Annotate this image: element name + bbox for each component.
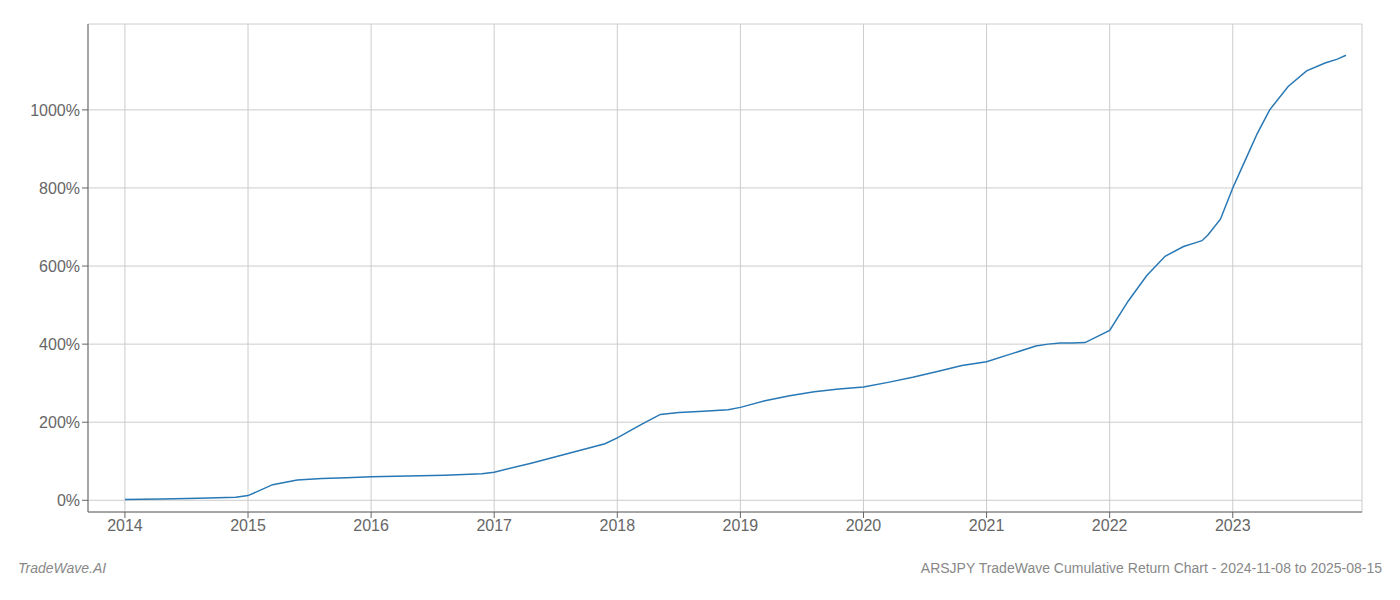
svg-text:600%: 600% (39, 258, 80, 275)
svg-text:2016: 2016 (353, 517, 389, 534)
svg-text:2022: 2022 (1092, 517, 1128, 534)
svg-text:2018: 2018 (599, 517, 635, 534)
svg-text:2021: 2021 (969, 517, 1005, 534)
svg-text:2017: 2017 (476, 517, 512, 534)
svg-text:0%: 0% (57, 492, 80, 509)
svg-text:2020: 2020 (846, 517, 882, 534)
svg-text:400%: 400% (39, 336, 80, 353)
html-text:ARSJPY TradeWave Cumulative Re: ARSJPY TradeWave Cumulative Return Chart… (920, 560, 1382, 576)
svg-text:200%: 200% (39, 414, 80, 431)
svg-text:2015: 2015 (230, 517, 266, 534)
svg-text:2023: 2023 (1215, 517, 1251, 534)
svg-text:2014: 2014 (107, 517, 143, 534)
svg-text:2019: 2019 (723, 517, 759, 534)
svg-text:800%: 800% (39, 180, 80, 197)
html-text:TradeWave.AI: TradeWave.AI (18, 560, 107, 576)
svg-text:1000%: 1000% (30, 102, 80, 119)
